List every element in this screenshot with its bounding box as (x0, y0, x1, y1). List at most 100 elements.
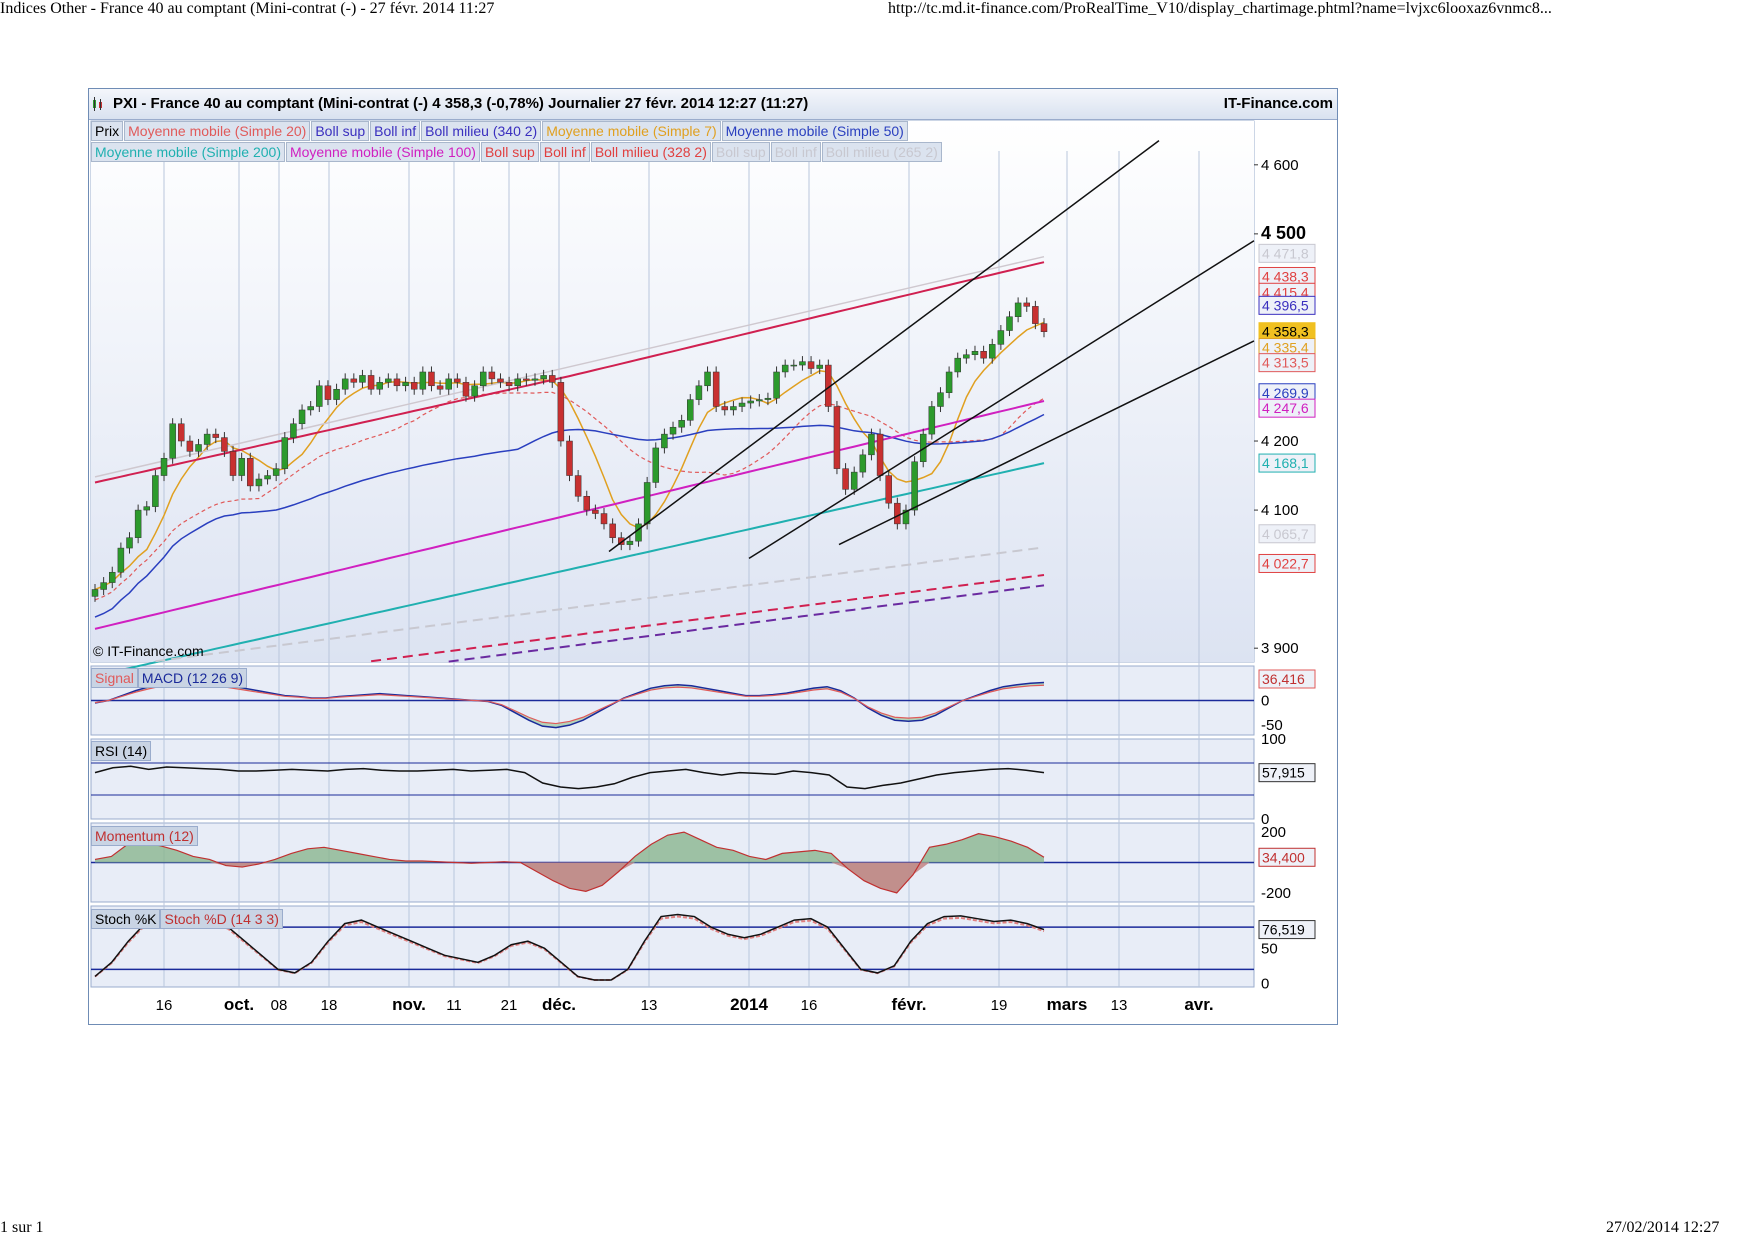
candle-body-10 (178, 423, 185, 442)
candle-body-92 (885, 475, 892, 504)
legend-item-2-1: Moyenne mobile (Simple 100) (285, 142, 480, 162)
candle-body-93 (894, 502, 901, 525)
boll-sup-line (94, 261, 1045, 484)
page-footer-date: 27/02/2014 12:27 (1606, 1219, 1720, 1236)
legend-item-1-1: Moyenne mobile (Simple 20) (124, 121, 311, 141)
y-tick-label-0: 4 600 (1261, 157, 1299, 174)
rsi-label: RSI (14) (91, 741, 152, 761)
x-tick-label-4: nov. (392, 995, 426, 1014)
chart-copyright: © IT-Finance.com (93, 643, 204, 659)
candle-body-56 (574, 475, 582, 497)
candle-body-31 (359, 375, 366, 383)
y-tick-label-4: 3 900 (1261, 640, 1299, 657)
pane-bg-2 (90, 738, 1255, 820)
legend-item-2-0: Moyenne mobile (Simple 200) (91, 142, 285, 162)
candle-body-11 (186, 440, 194, 452)
rsi-value-tag: 57,915 (1262, 765, 1305, 781)
candle-body-103 (980, 351, 987, 359)
candle-body-90 (868, 433, 875, 456)
value-tag-9: 4 168,1 (1262, 455, 1309, 471)
candle-body-102 (971, 351, 979, 355)
candle-body-76 (747, 400, 754, 404)
candle-body-3 (117, 547, 125, 573)
candle-body-75 (738, 402, 746, 407)
candle-body-25 (307, 406, 314, 411)
candle-body-12 (195, 444, 202, 452)
chart-frame: 16 oct. 08 18 nov. 11 21 déc. 13 2014 16 févr. 19 mar… (88, 88, 1338, 1025)
value-tag-bg-6 (1258, 353, 1316, 373)
value-tag-10: 4 065,7 (1262, 526, 1309, 542)
legend-item-1-6: Moyenne mobile (Simple 50) (721, 121, 908, 141)
candle-body-91 (876, 433, 884, 476)
candle-body-110 (1040, 323, 1048, 332)
macd-line (94, 680, 1045, 729)
candle-body-97 (928, 406, 936, 435)
candle-body-34 (385, 378, 392, 383)
macd-value-tag-bg (1258, 669, 1316, 689)
stoch-d-label: Stoch %D (14 3 3) (160, 909, 283, 929)
value-tag-bg-3 (1258, 295, 1316, 315)
candle-body-15 (221, 437, 228, 452)
x-tick-label-11: févr. (892, 995, 927, 1014)
candle-body-80 (781, 364, 789, 373)
momentum-label: Momentum (12) (91, 826, 198, 846)
legend-item-1-0: Prix (91, 121, 124, 141)
candle-body-88 (850, 471, 858, 490)
rsi-line (94, 765, 1045, 790)
candle-body-23 (290, 423, 297, 438)
candle-body-33 (376, 382, 383, 390)
candle-body-26 (316, 385, 323, 407)
legend-row-1: Prix Moyenne mobile (Simple 20) Boll sup Bo… (91, 121, 909, 141)
legend-row-2: Moyenne mobile (Simple 200) Moyenne mobil… (91, 142, 943, 162)
momentum-value-tag: 34,400 (1262, 849, 1305, 865)
momentum-value-tag-bg (1258, 847, 1316, 867)
candle-body-57 (583, 496, 591, 511)
trend-channel-line-1 (748, 240, 1255, 560)
value-tag-bg-0 (1258, 243, 1316, 263)
candle-body-59 (600, 513, 608, 525)
candle-body-29 (341, 378, 349, 390)
value-tag-6: 4 313,5 (1262, 355, 1309, 371)
value-tag-5: 4 335,4 (1262, 340, 1309, 356)
candle-body-16 (229, 451, 237, 476)
value-tag-4: 4 358,3 (1262, 324, 1309, 340)
candle-body-108 (1023, 302, 1030, 307)
sma50-line (94, 413, 1045, 618)
legend-item-2-6: Boll inf (770, 142, 821, 162)
candle-body-46 (488, 371, 496, 380)
x-tick-label-13: mars (1047, 995, 1088, 1014)
stoch-value-tag: 76,519 (1262, 922, 1305, 938)
candle-body-1 (100, 582, 107, 590)
candle-body-105 (997, 330, 1005, 345)
candle-body-63 (635, 523, 642, 542)
candle-body-53 (548, 375, 556, 383)
legend-item-2-5: Boll sup (711, 142, 770, 162)
candle-body-54 (557, 382, 565, 442)
candle-body-72 (712, 371, 720, 407)
y-tick-label-1: 4 500 (1261, 223, 1306, 243)
legend-item-2-2: Boll sup (480, 142, 539, 162)
x-tick-label-7: déc. (542, 995, 576, 1014)
candle-body-40 (436, 385, 444, 390)
stoch-k-label: Stoch %K (91, 909, 161, 929)
candle-body-74 (730, 406, 737, 411)
candle-body-47 (497, 378, 504, 383)
x-tick-label-6: 21 (501, 997, 518, 1014)
value-tag-1: 4 438,3 (1262, 268, 1309, 284)
candle-body-77 (756, 399, 763, 402)
stoch-value-tag-bg (1258, 920, 1316, 940)
candle-body-101 (963, 354, 970, 359)
candle-body-7 (152, 475, 159, 507)
page-header-title: Indices Other - France 40 au comptant (M… (0, 0, 495, 17)
boll-inf-purple-line (448, 584, 1045, 663)
pane-bg-4 (90, 905, 1255, 988)
candle-body-2 (109, 571, 116, 583)
candle-body-79 (773, 371, 780, 399)
value-tag-bg-11 (1258, 553, 1316, 573)
legend-item-1-2: Boll sup (311, 121, 370, 141)
macd-signal-label: Signal (91, 668, 138, 688)
x-tick-label-15: avr. (1184, 995, 1213, 1014)
x-tick-label-14: 13 (1111, 997, 1128, 1014)
candle-body-82 (799, 361, 806, 366)
candle-body-41 (445, 378, 452, 390)
